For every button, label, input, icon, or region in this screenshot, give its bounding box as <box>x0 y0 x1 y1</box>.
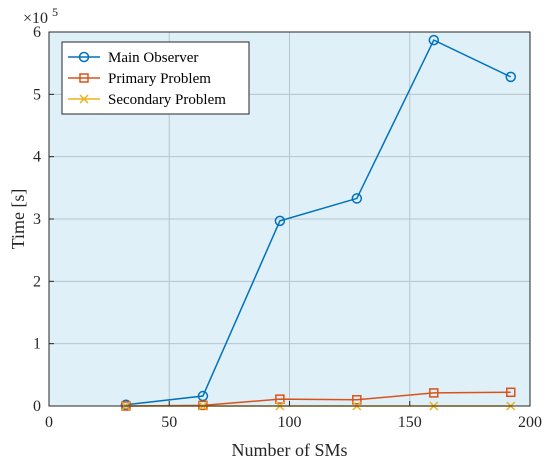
x-tick-label: 0 <box>45 414 53 431</box>
y-tick-label: 6 <box>33 24 41 41</box>
data-point <box>197 390 209 402</box>
y-axis-exponent-power: 5 <box>52 5 58 19</box>
legend-entry: Main Observer <box>68 50 198 66</box>
y-axis-exponent-base: ×10 <box>23 10 48 27</box>
data-point <box>506 387 516 398</box>
legend: Main Observer Primary Problem Secondary Pr… <box>61 41 250 115</box>
x-tick-label: 100 <box>278 414 302 431</box>
y-tick-label: 5 <box>33 86 41 103</box>
legend-label: Secondary Problem <box>108 92 226 108</box>
y-axis-exponent: ×10 5 <box>23 5 58 27</box>
data-point <box>79 73 89 83</box>
data-point <box>351 193 363 204</box>
y-tick-label: 3 <box>33 211 41 228</box>
series-line <box>125 39 512 406</box>
data-point <box>352 395 362 405</box>
legend-label: Main Observer <box>108 50 198 66</box>
y-axis: 0 1 2 3 4 5 6 <box>33 24 54 415</box>
y-axis-label: Time [s] <box>8 189 28 250</box>
x-axis: 0 50 100 150 200 <box>45 401 542 431</box>
y-tick-label: 4 <box>33 149 41 166</box>
x-tick-label: 200 <box>518 414 542 431</box>
data-point <box>429 388 439 398</box>
data-point <box>428 34 440 46</box>
legend-entry: Primary Problem <box>68 71 211 87</box>
x-axis-label: Number of SMs <box>232 440 348 460</box>
data-point <box>79 94 89 104</box>
data-point <box>275 394 285 404</box>
x-tick-label: 150 <box>398 414 422 431</box>
data-point <box>505 71 517 83</box>
legend-entry: Secondary Problem <box>68 92 226 108</box>
y-tick-label: 2 <box>33 273 41 290</box>
data-point <box>78 51 90 63</box>
x-tick-label: 50 <box>161 414 177 431</box>
legend-label: Primary Problem <box>108 71 211 87</box>
data-point <box>274 215 286 227</box>
y-tick-label: 1 <box>33 336 41 353</box>
y-tick-label: 0 <box>33 398 41 415</box>
